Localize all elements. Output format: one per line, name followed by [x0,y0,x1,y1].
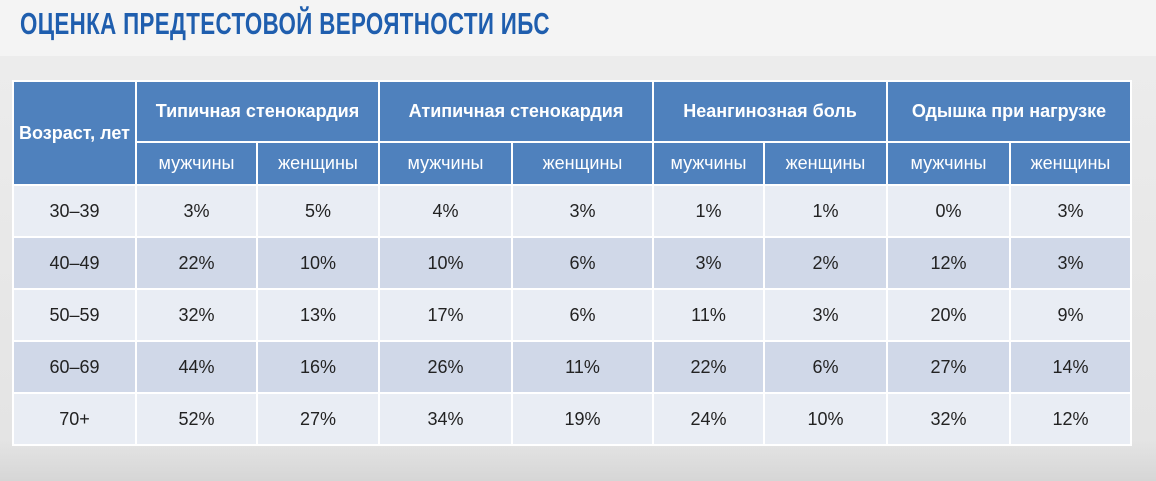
value-cell: 13% [256,288,380,342]
age-cell: 30–39 [12,184,137,238]
value-cell: 32% [135,288,258,342]
data-row: 50–59 32% 13% 17% 6% 11% 3% 20% 9% [12,288,1132,342]
value-cell: 10% [256,236,380,290]
data-table: Возраст, лет Типичная стенокардия Атипична… [12,80,1132,446]
subheader: женщины [256,141,380,186]
header-row: Возраст, лет Типичная стенокардия Атипична… [12,80,1132,186]
value-cell: 34% [378,392,513,446]
value-cell: 2% [763,236,888,290]
group-header: Одышка при нагрузке [886,80,1132,143]
subheader: мужчины [652,141,765,186]
value-cell: 0% [886,184,1011,238]
value-cell: 3% [652,236,765,290]
value-cell: 3% [135,184,258,238]
value-cell: 12% [1009,392,1132,446]
value-cell: 5% [256,184,380,238]
value-cell: 4% [378,184,513,238]
subheader: женщины [763,141,888,186]
value-cell: 6% [511,236,654,290]
group-header: Неангинозная боль [652,80,888,143]
value-cell: 6% [763,340,888,394]
value-cell: 22% [135,236,258,290]
value-cell: 27% [886,340,1011,394]
value-cell: 3% [1009,184,1132,238]
value-cell: 44% [135,340,258,394]
value-cell: 22% [652,340,765,394]
data-row: 60–69 44% 16% 26% 11% 22% 6% 27% 14% [12,340,1132,394]
age-cell: 50–59 [12,288,137,342]
value-cell: 11% [511,340,654,394]
slide-title: Оценка предтестовой вероятности ИБС [20,6,550,41]
value-cell: 11% [652,288,765,342]
data-row: 30–39 3% 5% 4% 3% 1% 1% 0% 3% [12,184,1132,238]
value-cell: 32% [886,392,1011,446]
value-cell: 14% [1009,340,1132,394]
value-cell: 52% [135,392,258,446]
value-cell: 6% [511,288,654,342]
value-cell: 12% [886,236,1011,290]
value-cell: 1% [763,184,888,238]
subheader: женщины [1009,141,1132,186]
group-header: Атипичная стенокардия [378,80,654,143]
value-cell: 3% [1009,236,1132,290]
subheader: мужчины [886,141,1011,186]
subheader: женщины [511,141,654,186]
subheader: мужчины [378,141,513,186]
value-cell: 10% [378,236,513,290]
age-cell: 70+ [12,392,137,446]
value-cell: 20% [886,288,1011,342]
value-cell: 16% [256,340,380,394]
age-header: Возраст, лет [12,80,137,186]
data-row: 40–49 22% 10% 10% 6% 3% 2% 12% 3% [12,236,1132,290]
value-cell: 9% [1009,288,1132,342]
age-cell: 40–49 [12,236,137,290]
value-cell: 3% [763,288,888,342]
subheader: мужчины [135,141,258,186]
value-cell: 24% [652,392,765,446]
age-cell: 60–69 [12,340,137,394]
group-header: Типичная стенокардия [135,80,380,143]
value-cell: 17% [378,288,513,342]
value-cell: 3% [511,184,654,238]
value-cell: 26% [378,340,513,394]
value-cell: 1% [652,184,765,238]
subheader-row: мужчины женщины мужчины женщины мужчины женщи… [13,141,1132,186]
value-cell: 27% [256,392,380,446]
value-cell: 19% [511,392,654,446]
data-row: 70+ 52% 27% 34% 19% 24% 10% 32% 12% [12,392,1132,446]
value-cell: 10% [763,392,888,446]
